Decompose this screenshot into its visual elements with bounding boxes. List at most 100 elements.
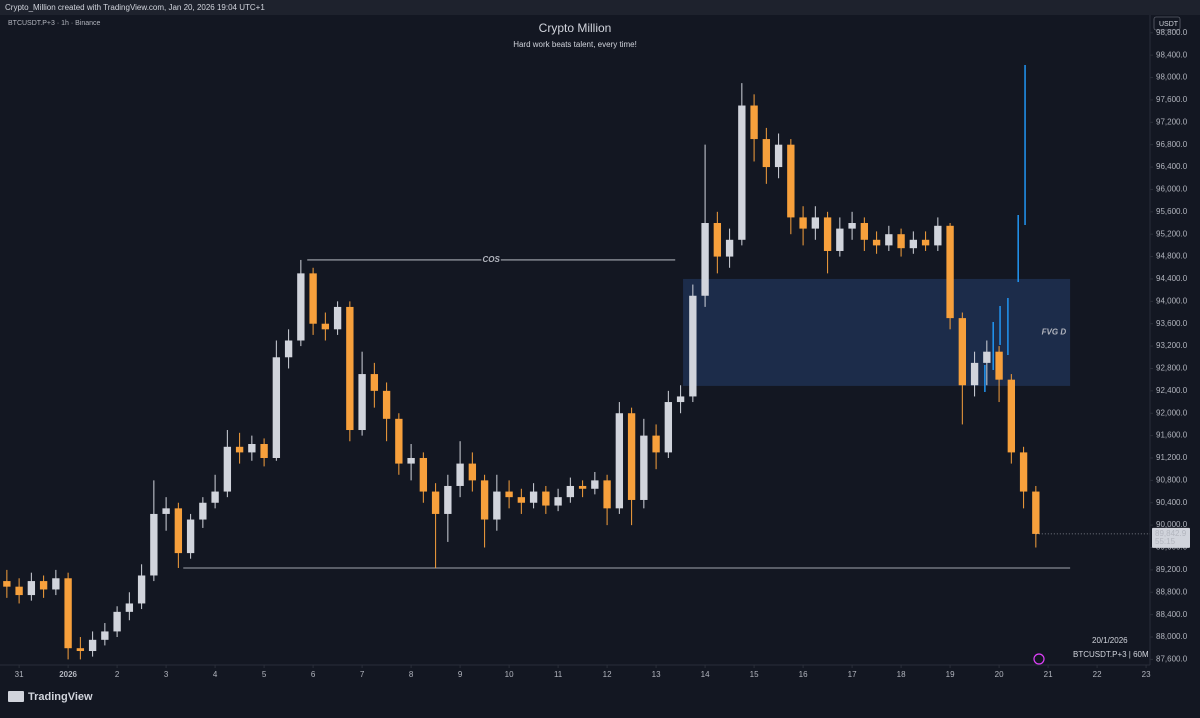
candle-body bbox=[113, 611, 121, 632]
candle-body bbox=[3, 581, 11, 587]
candle-body bbox=[493, 491, 501, 520]
candle-body bbox=[101, 631, 109, 640]
x-tick-label: 14 bbox=[701, 670, 710, 679]
x-tick-label: 18 bbox=[897, 670, 906, 679]
candle-body bbox=[787, 144, 795, 218]
x-tick-label: 7 bbox=[360, 670, 365, 679]
symbol: BTCUSDT.P+3 · 1h · Binance bbox=[8, 20, 101, 27]
candle-body bbox=[150, 513, 158, 576]
brand: TradingView bbox=[28, 691, 93, 703]
y-tick-label: 97,200.0 bbox=[1156, 117, 1188, 126]
last-price-box bbox=[1152, 527, 1190, 548]
y-tick-label: 94,800.0 bbox=[1156, 252, 1188, 261]
candle-body bbox=[627, 413, 636, 500]
y-tick-label: 91,200.0 bbox=[1156, 453, 1188, 462]
candle-body bbox=[664, 402, 673, 453]
y-tick-label: 92,400.0 bbox=[1156, 386, 1188, 395]
y-tick-label: 98,400.0 bbox=[1156, 50, 1188, 59]
y-tick-label: 96,000.0 bbox=[1156, 185, 1188, 194]
x-tick-label: 22 bbox=[1093, 670, 1102, 679]
x-tick-label: 8 bbox=[409, 670, 414, 679]
date: 20/1/2026 bbox=[1092, 636, 1128, 645]
candle-body bbox=[1007, 379, 1016, 453]
candle-body bbox=[419, 457, 428, 492]
candle-body bbox=[480, 480, 489, 520]
candle-body bbox=[774, 144, 783, 168]
candle-body bbox=[860, 223, 869, 240]
candle-body bbox=[235, 446, 244, 453]
candle-body bbox=[983, 351, 991, 363]
currency: USDT bbox=[1159, 21, 1179, 28]
credit: Crypto_Million created with TradingView.… bbox=[5, 3, 265, 12]
x-tick-label: 2026 bbox=[59, 670, 77, 679]
x-tick-label: 6 bbox=[311, 670, 316, 679]
y-tick-label: 95,600.0 bbox=[1156, 207, 1188, 216]
candle-body bbox=[297, 273, 305, 341]
y-tick-label: 91,600.0 bbox=[1156, 431, 1188, 440]
candle-body bbox=[1019, 452, 1028, 492]
alert-icon[interactable] bbox=[1033, 653, 1045, 665]
candle-body bbox=[64, 578, 72, 649]
candle-body bbox=[284, 340, 293, 358]
y-tick-label: 92,000.0 bbox=[1156, 408, 1188, 417]
x-tick-label: 16 bbox=[799, 670, 808, 679]
candle-body bbox=[652, 435, 660, 453]
y-tick-label: 96,800.0 bbox=[1156, 140, 1188, 149]
x-tick-label: 17 bbox=[848, 670, 857, 679]
currency-box bbox=[1153, 16, 1181, 31]
candle-body bbox=[689, 295, 697, 397]
candle-body bbox=[186, 519, 195, 554]
y-tick-label: 97,600.0 bbox=[1156, 95, 1188, 104]
candle-body bbox=[431, 491, 440, 514]
candle-body bbox=[885, 234, 893, 246]
candle-body bbox=[358, 374, 366, 431]
y-tick-label: 98,000.0 bbox=[1156, 73, 1188, 82]
y-tick-label: 95,200.0 bbox=[1156, 229, 1188, 238]
candle-body bbox=[958, 318, 967, 386]
y-tick-label: 89,200.0 bbox=[1156, 565, 1188, 574]
candle-body bbox=[676, 396, 685, 403]
candle-body bbox=[897, 234, 905, 249]
candle-body bbox=[333, 306, 342, 330]
candle-body bbox=[603, 480, 611, 509]
zone bbox=[683, 278, 1071, 386]
candle-body bbox=[125, 603, 134, 612]
candle-body bbox=[823, 217, 832, 251]
candle-body bbox=[836, 228, 844, 251]
candle-body bbox=[346, 306, 354, 431]
x-tick-label: 5 bbox=[262, 670, 267, 679]
candle-body bbox=[321, 323, 330, 330]
candle-body bbox=[505, 491, 513, 498]
brand-logo bbox=[8, 691, 24, 702]
x-tick-label: 15 bbox=[750, 670, 759, 679]
x-tick-label: 4 bbox=[213, 670, 218, 679]
last-price-label: 89,842.9 bbox=[1155, 529, 1187, 538]
candle-body bbox=[811, 217, 820, 229]
x-tick-label: 12 bbox=[603, 670, 612, 679]
y-tick-label: 88,400.0 bbox=[1156, 610, 1188, 619]
level-label: COS bbox=[483, 255, 501, 264]
candle-body bbox=[260, 444, 268, 458]
candle-body bbox=[468, 463, 477, 481]
candle-body bbox=[52, 578, 60, 590]
chart-subtitle: Hard work beats talent, every time! bbox=[513, 40, 637, 49]
candle-body bbox=[713, 223, 722, 257]
candle-body bbox=[591, 480, 599, 489]
candle-body bbox=[578, 485, 587, 489]
candle-body bbox=[395, 418, 403, 464]
y-tick-label: 90,000.0 bbox=[1156, 520, 1188, 529]
candle-body bbox=[174, 508, 183, 554]
candle-body bbox=[750, 105, 758, 140]
y-tick-label: 98,800.0 bbox=[1156, 28, 1188, 37]
candle-body bbox=[199, 502, 207, 520]
x-tick-label: 31 bbox=[15, 670, 24, 679]
x-tick-label: 2 bbox=[115, 670, 120, 679]
candle-body bbox=[272, 357, 281, 458]
candle-body bbox=[799, 217, 807, 229]
candle-body bbox=[137, 575, 146, 604]
candle-body bbox=[970, 362, 979, 386]
x-tick-label: 10 bbox=[505, 670, 514, 679]
candle-body bbox=[76, 648, 85, 652]
x-tick-label: 20 bbox=[995, 670, 1004, 679]
